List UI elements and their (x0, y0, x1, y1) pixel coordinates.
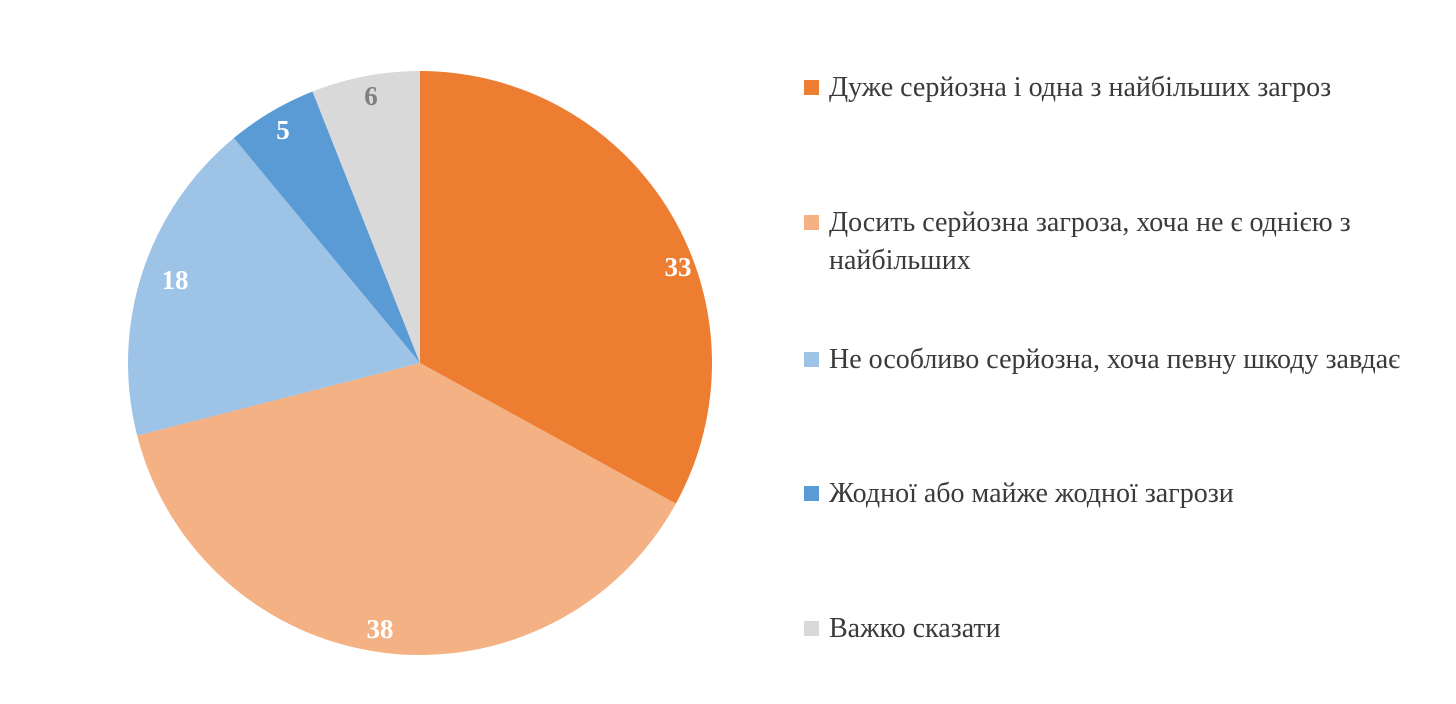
pie-slice-not-very-serious (127, 138, 421, 436)
chart-legend: Дуже серйозна і одна з найбільших загроз… (804, 0, 1444, 704)
legend-label: Жодної або майже жодної загрози (829, 478, 1234, 509)
pie-slice-no-threat (233, 91, 420, 363)
legend-swatch (804, 486, 819, 501)
legend-swatch (804, 80, 819, 95)
legend-swatch (804, 352, 819, 367)
pie-data-labels: 33 38 18 5 6 (162, 81, 692, 644)
legend-label: Досить серйозна загроза, хоча не є одніє… (829, 207, 1351, 276)
legend-label: Важко сказати (829, 613, 1001, 644)
legend-item-very-serious: Дуже серйозна і одна з найбільших загроз (804, 69, 1424, 107)
legend-label: Дуже серйозна і одна з найбільших загроз (829, 72, 1332, 103)
pie-slice-fairly-serious (137, 363, 676, 656)
legend-item-not-very-serious: Не особливо серйозна, хоча певну шкоду з… (804, 341, 1424, 379)
legend-item-no-threat: Жодної або майже жодної загрози (804, 475, 1424, 513)
pie-chart: 33 38 18 5 6 (127, 71, 712, 656)
data-label-hard-to-say: 6 (364, 81, 378, 111)
data-label-fairly-serious: 38 (367, 614, 394, 644)
pie-slices (127, 71, 712, 656)
data-label-not-very-serious: 18 (162, 265, 189, 295)
pie-slice-very-serious (420, 71, 712, 504)
legend-item-hard-to-say: Важко сказати (804, 610, 1424, 648)
legend-swatch (804, 621, 819, 636)
pie-slice-hard-to-say (312, 71, 420, 363)
legend-item-fairly-serious: Досить серйозна загроза, хоча не є одніє… (804, 204, 1424, 280)
data-label-very-serious: 33 (665, 252, 692, 282)
legend-label: Не особливо серйозна, хоча певну шкоду з… (829, 344, 1401, 375)
data-label-no-threat: 5 (276, 115, 290, 145)
legend-swatch (804, 215, 819, 230)
